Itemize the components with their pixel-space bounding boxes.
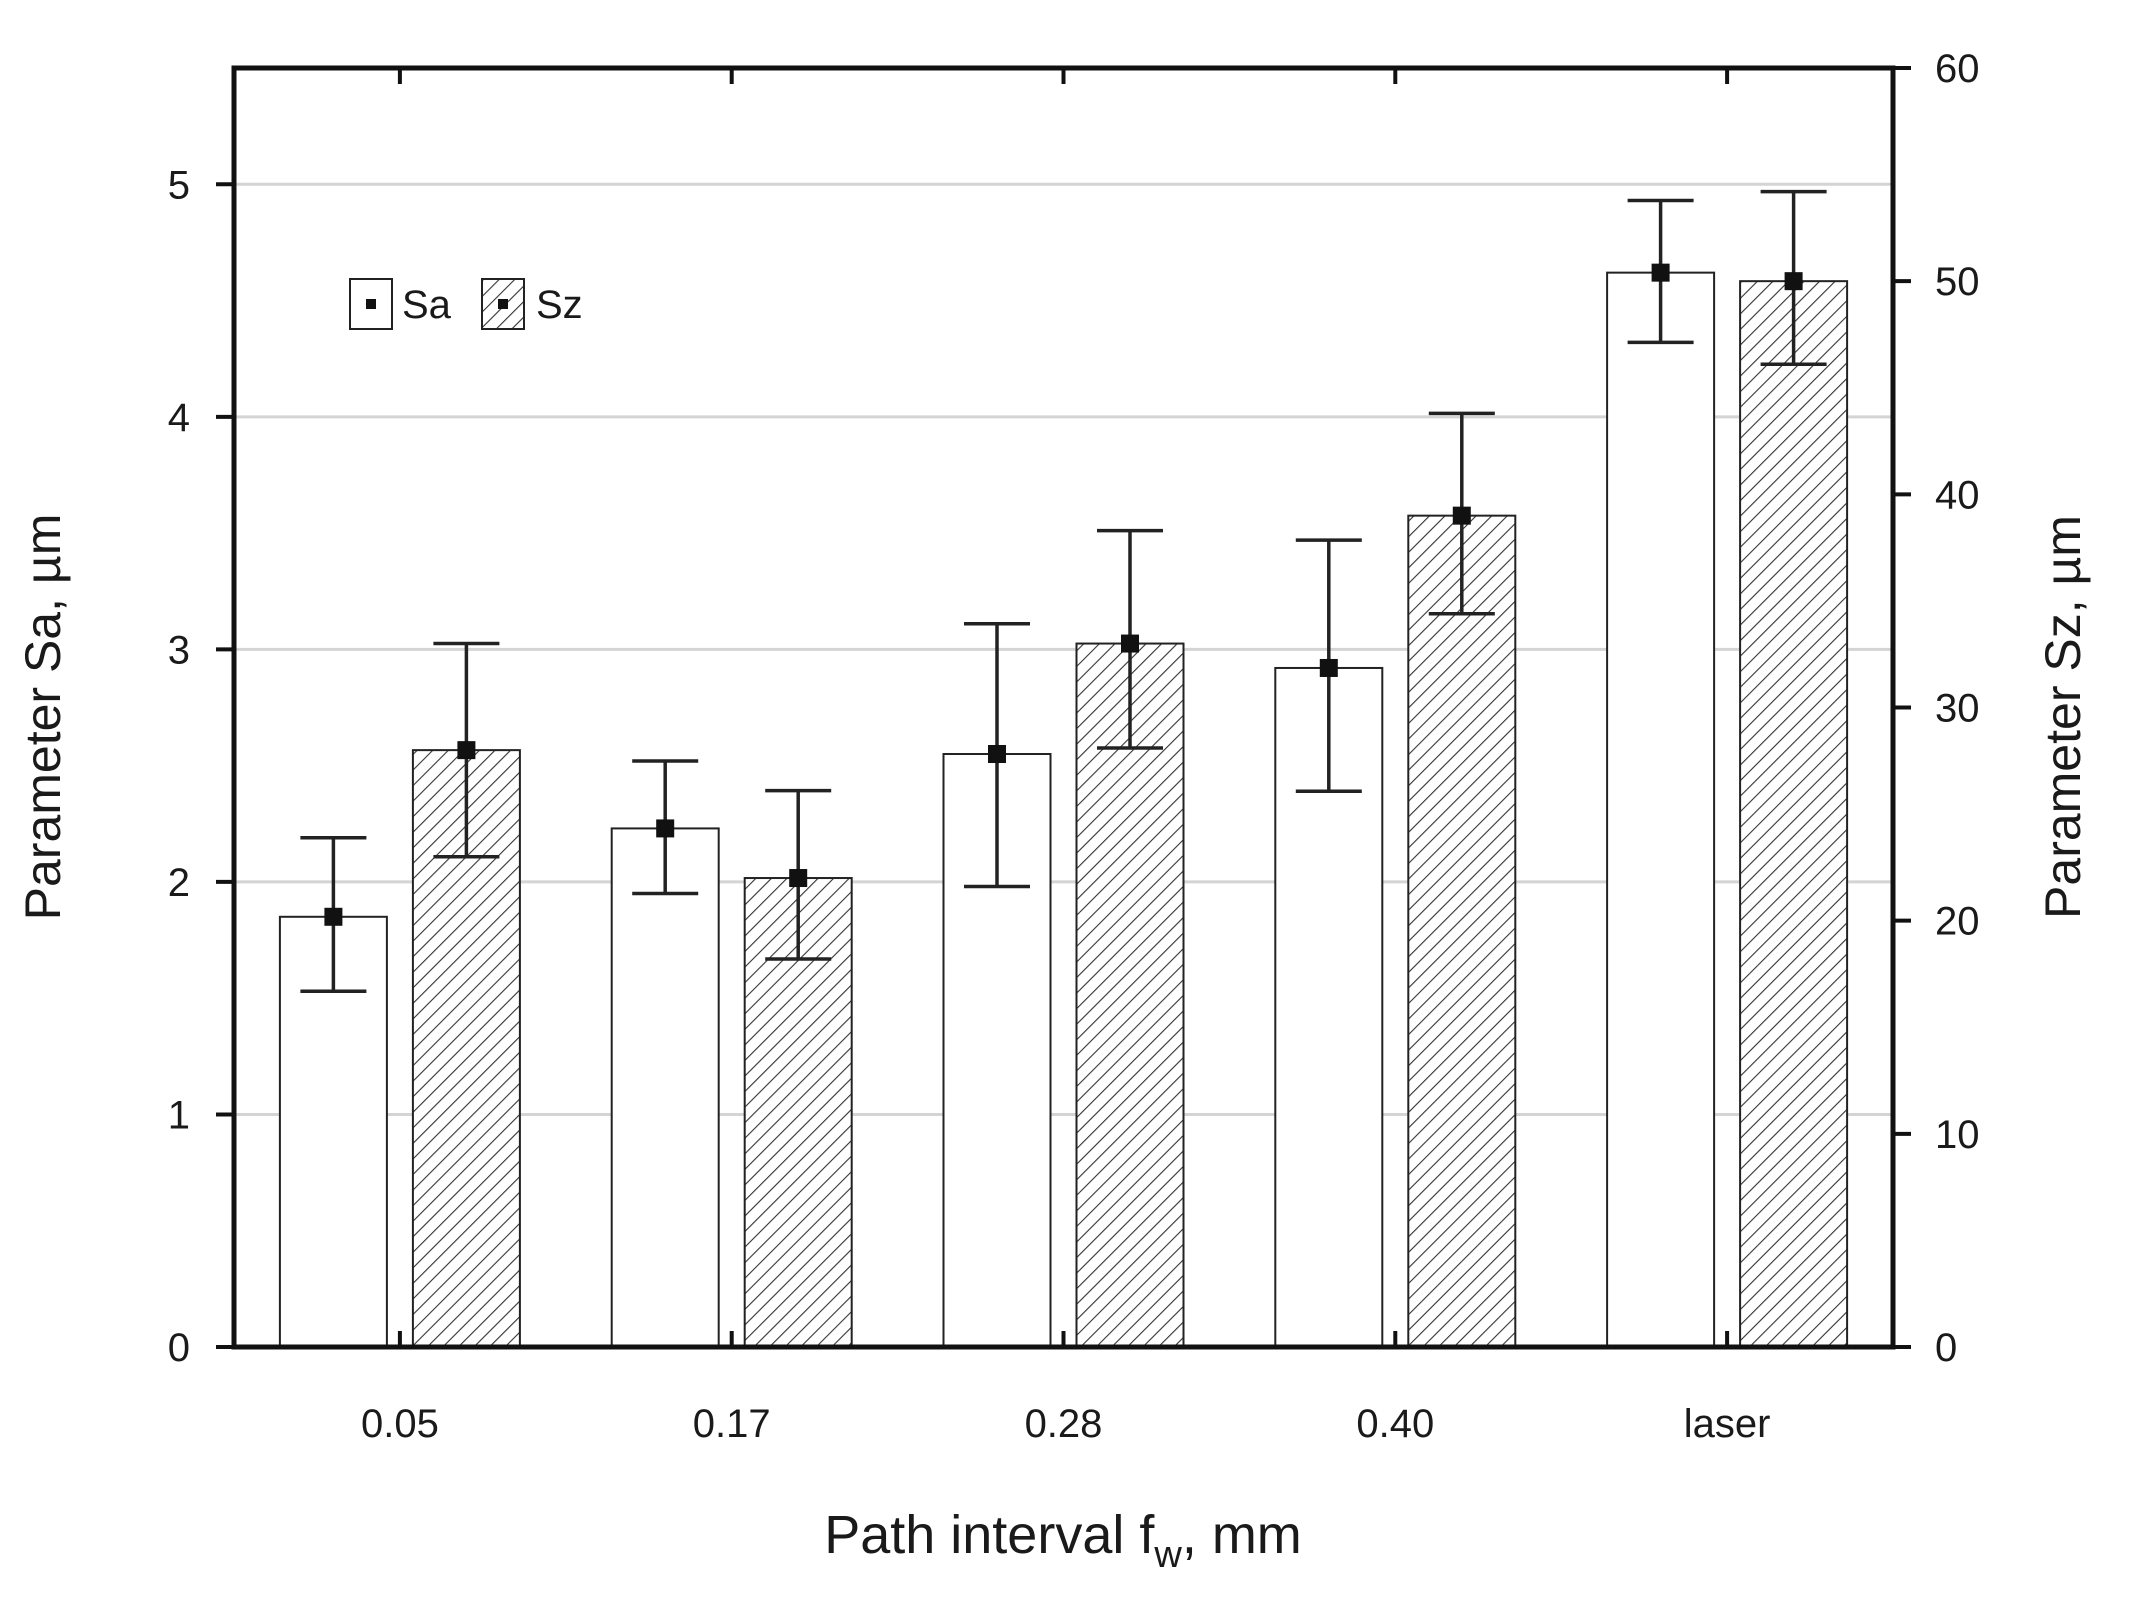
x-tick-label: laser: [1684, 1402, 1771, 1446]
y-left-tick-label: 3: [168, 628, 190, 672]
y-right-tick-label: 20: [1935, 900, 1980, 944]
bars: [278, 271, 1849, 1349]
y-right-tick-label: 0: [1935, 1326, 1957, 1370]
legend-label-sz: Sz: [536, 283, 583, 327]
y-left-tick-label: 5: [168, 163, 190, 207]
mean-marker-sa: [1651, 263, 1670, 282]
y-left-tick-label: 1: [168, 1093, 190, 1137]
x-axis-label-suffix: , mm: [1182, 1505, 1302, 1565]
x-axis-label: Path interval fw, mm: [824, 1505, 1302, 1576]
mean-marker-sz: [1452, 506, 1471, 525]
mean-marker-sa: [324, 907, 343, 926]
y-left-tick-label: 4: [168, 396, 190, 440]
y-right-tick-label: 50: [1935, 260, 1980, 304]
mean-marker-sa: [656, 819, 675, 838]
error-bars: [300, 189, 1827, 993]
x-tick-label: 0.28: [1025, 1402, 1103, 1446]
y-axis-right-label: Parameter Sz, µm: [2035, 515, 2091, 919]
y-right-tick-label: 10: [1935, 1113, 1980, 1157]
legend-label-sa: Sa: [402, 283, 452, 327]
x-axis-label-subscript: w: [1153, 1534, 1182, 1576]
x-tick-label: 0.17: [693, 1402, 771, 1446]
axis-labels: Parameter Sa, µm Parameter Sz, µm Path i…: [15, 514, 2091, 1576]
y-right-tick-label: 30: [1935, 687, 1980, 731]
y-right-tick-label: 60: [1935, 47, 1980, 91]
mean-marker-sz: [1121, 634, 1139, 653]
bar-sz: [1739, 280, 1849, 1349]
mean-marker-sa: [988, 745, 1006, 764]
x-tick-label: 0.40: [1356, 1402, 1434, 1446]
mean-marker-sz: [1784, 272, 1803, 291]
x-axis-label-main: Path interval f: [824, 1505, 1155, 1565]
y-left-tick-label: 0: [168, 1326, 190, 1370]
x-tick-label: 0.05: [361, 1402, 439, 1446]
bar-sz: [1407, 514, 1517, 1348]
mean-marker-sz: [789, 869, 808, 888]
y-left-tick-label: 2: [168, 861, 190, 905]
legend: Sa Sz: [349, 278, 583, 330]
y-right-tick-label: 40: [1935, 473, 1980, 517]
mean-marker-sa: [1319, 658, 1338, 677]
y-axis-left-label: Parameter Sa, µm: [15, 514, 71, 921]
mean-marker-sz: [457, 741, 476, 760]
legend-marker-sa: [366, 299, 376, 309]
legend-marker-sz: [498, 299, 508, 309]
bar-sa: [610, 827, 720, 1348]
legend-swatch-sa: [349, 278, 393, 330]
bar-sa: [1606, 271, 1716, 1348]
